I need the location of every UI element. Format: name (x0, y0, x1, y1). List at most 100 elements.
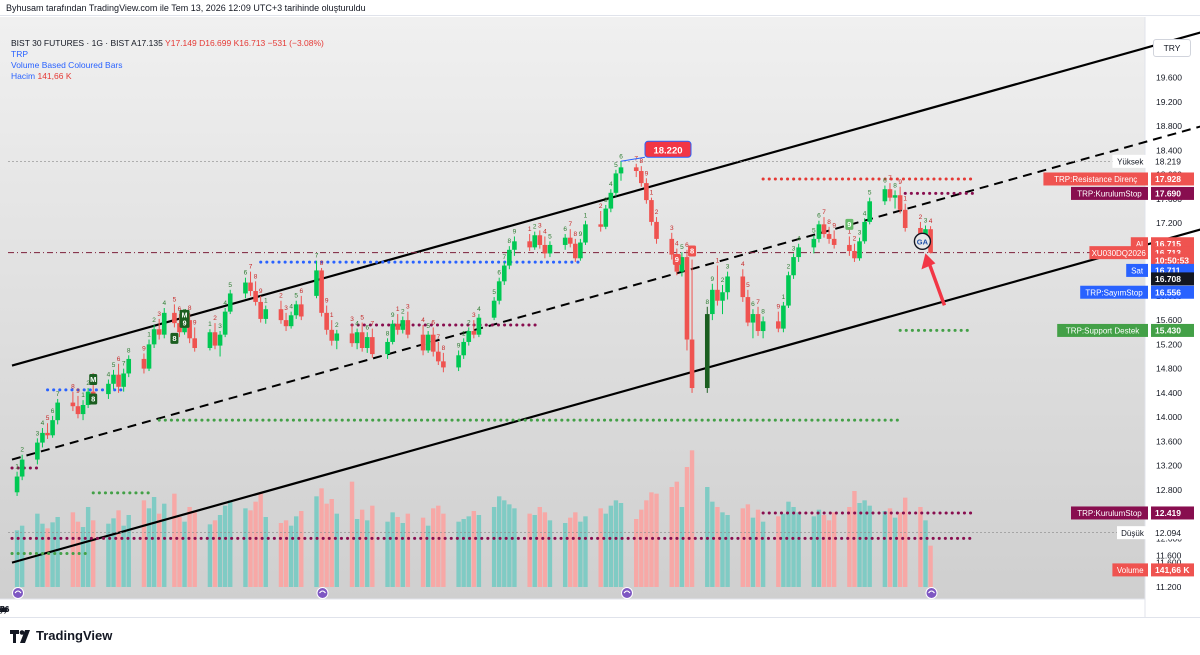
price-label-tag (1112, 563, 1148, 577)
sequence-count-label: 9 (391, 312, 395, 319)
sequence-count-label: 2 (401, 308, 405, 315)
time-axis-label: 2026 (0, 604, 10, 614)
candle-body (669, 238, 675, 255)
sequence-count-label: 6 (619, 153, 623, 160)
sequence-count-label: 9 (513, 228, 517, 235)
tradingview-brand[interactable]: TradingView (10, 628, 113, 644)
event-marker-icon (12, 587, 24, 599)
chart-area[interactable]: 1234567891234567891234567891234567891234… (0, 17, 1200, 617)
sequence-count-label: 4 (162, 300, 166, 307)
setup-marker-badge (179, 309, 190, 328)
candle-body (177, 323, 182, 333)
sequence-count-label: 6 (178, 306, 182, 313)
volume-bar (674, 481, 680, 587)
sequence-count-label: 5 (173, 296, 177, 303)
sequence-count-label: 9 (76, 388, 80, 395)
sequence-count-label: 3 (284, 305, 288, 312)
candle-body (750, 314, 756, 323)
volume-bar (491, 507, 497, 587)
candle-body (644, 183, 649, 201)
volume-bar (857, 503, 862, 587)
candle-body (75, 406, 81, 415)
sequence-count-label: 3 (218, 323, 222, 330)
volume-bar (649, 492, 654, 587)
price-label-tag (1117, 526, 1148, 540)
candle-body (613, 173, 619, 193)
price-label-text: Yüksek (1117, 158, 1144, 167)
candle-body (222, 311, 228, 335)
volume-bar (111, 518, 116, 587)
volume-bar (821, 515, 827, 587)
volume-bar (654, 493, 659, 587)
price-value-tag (1151, 285, 1194, 299)
candle-body (710, 289, 715, 315)
volume-bar (177, 517, 182, 587)
legend-symbol[interactable]: BIST 30 FUTURES · 1G · BIST (11, 38, 130, 48)
candle-body (207, 332, 213, 349)
event-marker-icon (621, 587, 633, 599)
brand-text: TradingView (36, 628, 113, 643)
volume-bar (141, 500, 147, 587)
sequence-count-label: 4 (41, 420, 45, 427)
candle-body (867, 201, 872, 222)
sequence-count-label: 1 (208, 321, 212, 328)
volume-bar (370, 505, 375, 587)
volume-bar (608, 505, 614, 587)
sequence-count-label: 1 (528, 226, 532, 233)
sequence-count-label: 1 (147, 332, 151, 339)
volume-bar (532, 515, 537, 587)
candle-body (598, 224, 603, 227)
candle-body (892, 195, 898, 198)
price-value-text: 16.708 (1155, 274, 1181, 284)
candle-body (395, 323, 400, 330)
volume-bar (461, 519, 466, 587)
sequence-count-label: 9 (259, 288, 263, 295)
sequence-count-label: 2 (467, 319, 471, 326)
volume-bar (847, 507, 852, 587)
volume-bar (796, 512, 801, 587)
volume-bar (831, 512, 837, 587)
legend-indicator-volume-bars[interactable]: Volume Based Coloured Bars (11, 60, 123, 70)
sequence-count-label: 4 (863, 210, 867, 217)
volume-bar (228, 500, 233, 587)
setup-marker-text: 8 (91, 395, 95, 404)
candle-body (796, 247, 801, 258)
sequence-count-label: 5 (294, 293, 298, 300)
volume-bar (116, 510, 121, 587)
dotted-levels (10, 177, 975, 556)
candle-body (507, 249, 512, 266)
volume-bar (217, 515, 223, 587)
candle-body (253, 291, 258, 302)
sequence-count-label: 1 (396, 306, 400, 313)
candle-body (425, 334, 431, 351)
candle-body (578, 242, 583, 259)
sequence-count-label: 4 (929, 218, 933, 225)
candle-body (537, 235, 543, 245)
candle-body (512, 241, 517, 250)
volume-bar (248, 510, 253, 587)
currency-button[interactable]: TRY (1153, 39, 1191, 57)
candle-body (466, 331, 472, 342)
sequence-count-label: 4 (609, 181, 613, 188)
price-value-text: 16.715 (1155, 239, 1181, 249)
volume-bar (212, 520, 218, 587)
sequence-count-label: 2 (919, 214, 923, 221)
sequence-count-label: 7 (122, 361, 126, 368)
candle-body (862, 221, 867, 242)
candle-body (329, 329, 335, 341)
price-value-tag (1151, 506, 1194, 520)
legend-volume-label: Hacim (11, 71, 36, 81)
candle-body (897, 195, 903, 210)
volume-bar (324, 503, 329, 587)
volume-bar (644, 500, 649, 587)
candle-body (50, 420, 55, 436)
legend-indicator-trp[interactable]: TRP (11, 49, 28, 59)
candle-body (720, 292, 725, 301)
sequence-count-label: 9 (325, 298, 329, 305)
price-axis-tick-label: 18.400 (1156, 145, 1182, 155)
time-axis-label: Mar (0, 604, 7, 614)
volume-bar (573, 512, 578, 587)
volume-bar (385, 521, 390, 587)
candlestick-chart[interactable]: 1234567891234567891234567891234567891234… (0, 17, 1200, 617)
legend-volume-row[interactable]: Hacim 141,66 K (11, 71, 324, 82)
